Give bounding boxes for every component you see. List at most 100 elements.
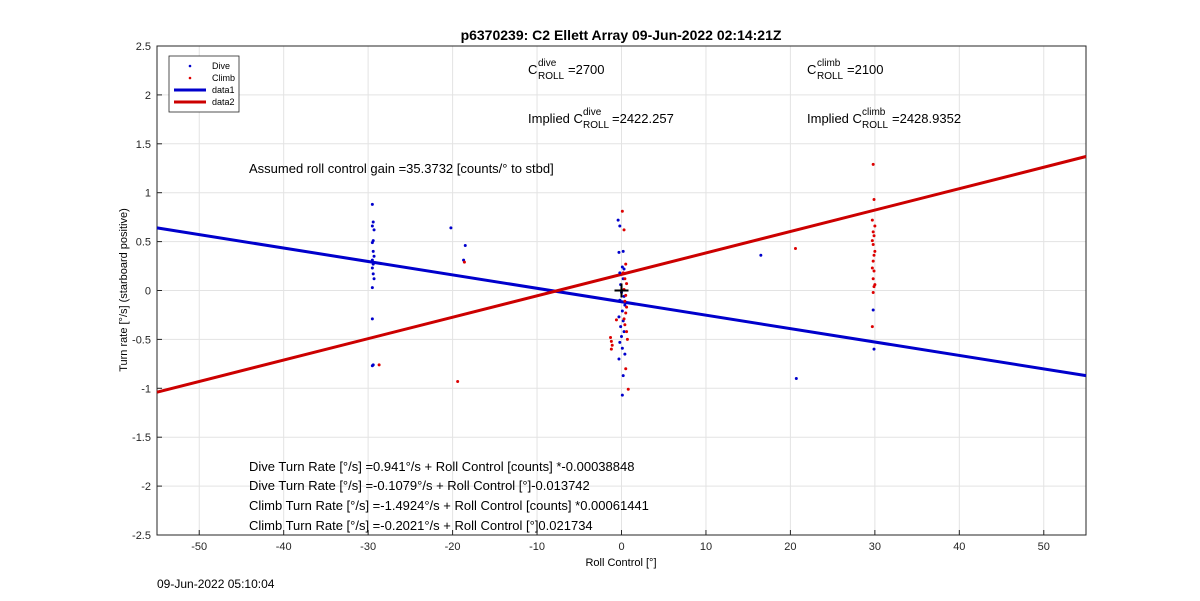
y-axis-label: Turn rate [°/s] (starboard positive) — [118, 208, 130, 372]
data-point-dive — [872, 347, 876, 351]
data-point-climb — [872, 269, 876, 273]
data-point-dive — [616, 218, 620, 222]
fit-equation-1: Dive Turn Rate [°/s] =0.941°/s + Roll Co… — [249, 459, 634, 474]
data-point-dive — [871, 308, 875, 312]
implied-dive-sup: dive — [583, 107, 602, 118]
c-roll-climb-value: =2100 — [847, 62, 884, 77]
data-point-dive — [620, 309, 624, 313]
data-point-climb — [873, 249, 877, 253]
data-point-dive — [621, 249, 625, 253]
data-point-dive — [370, 286, 374, 290]
data-point-climb — [870, 239, 874, 243]
x-tick-label: 50 — [1038, 541, 1050, 553]
data-point-dive — [620, 334, 623, 338]
implied-climb-value: =2428.9352 — [892, 111, 961, 126]
legend-dive-marker — [188, 64, 192, 68]
data-point-climb — [624, 262, 628, 266]
data-point-climb — [609, 347, 613, 351]
fit-equation-4: Climb Turn Rate [°/s] =-0.2021°/s + Roll… — [249, 518, 593, 533]
implied-climb-prefix: Implied C — [807, 111, 862, 126]
c-roll-climb-sub: ROLL — [817, 71, 844, 82]
data-point-dive — [759, 253, 763, 257]
data-point-climb — [872, 198, 876, 202]
footer-timestamp: 09-Jun-2022 05:10:04 — [157, 577, 275, 591]
data-point-dive — [618, 271, 622, 275]
data-point-dive — [620, 346, 624, 350]
y-tick-label: -0.5 — [132, 334, 151, 346]
legend-dive-label: Dive — [212, 61, 230, 71]
data-point-dive — [463, 244, 467, 248]
data-point-climb — [625, 337, 629, 341]
x-tick-label: -20 — [445, 541, 461, 553]
implied-dive-value: =2422.257 — [612, 111, 674, 126]
c-roll-dive-symbol: C — [528, 62, 537, 77]
data-point-climb — [462, 260, 466, 264]
c-roll-climb-sup: climb — [817, 58, 841, 69]
data-point-dive — [370, 224, 374, 228]
fit-line-data1 — [156, 226, 1087, 378]
data-point-climb — [609, 335, 613, 339]
data-point-dive — [449, 226, 453, 230]
y-tick-label: 1.5 — [136, 139, 151, 151]
data-point-climb — [622, 228, 626, 232]
data-point-dive — [617, 250, 621, 254]
x-tick-label: 40 — [953, 541, 965, 553]
x-tick-label: -10 — [529, 541, 545, 553]
data-point-dive — [371, 220, 375, 224]
data-point-climb — [625, 305, 629, 309]
fit-equation-2: Dive Turn Rate [°/s] =-0.1079°/s + Roll … — [249, 478, 590, 493]
data-point-climb — [609, 339, 613, 343]
origin-marker — [614, 283, 629, 298]
y-tick-label: -2.5 — [132, 530, 151, 542]
data-point-climb — [626, 387, 630, 391]
y-tick-label: -1 — [141, 383, 151, 395]
data-point-dive — [370, 241, 374, 245]
data-point-dive — [371, 249, 375, 253]
fit-lines — [156, 155, 1087, 394]
data-point-dive — [622, 330, 626, 334]
data-point-dive — [619, 325, 623, 329]
implied-climb-sub: ROLL — [862, 120, 889, 131]
data-point-climb — [625, 330, 629, 334]
data-point-climb — [871, 230, 875, 234]
data-point-climb — [624, 293, 628, 297]
data-point-dive — [617, 357, 621, 361]
data-point-climb — [871, 162, 875, 166]
data-point-climb — [872, 253, 876, 257]
legend: Dive Climb data1 data2 — [168, 55, 240, 113]
data-point-dive — [370, 266, 374, 270]
implied-climb-annotation: Implied C climb ROLL =2428.9352 — [807, 107, 961, 131]
data-point-climb — [624, 367, 628, 371]
data-point-climb — [625, 282, 629, 286]
chart-title: p6370239: C2 Ellett Array 09-Jun-2022 02… — [461, 27, 782, 43]
data-point-dive — [618, 340, 622, 344]
data-point-dive — [370, 317, 374, 321]
legend-data1-label: data1 — [212, 85, 235, 95]
x-axis-label: Roll Control [°] — [585, 557, 656, 569]
data-point-climb — [620, 209, 624, 213]
data-point-climb — [622, 317, 626, 321]
c-roll-dive-sub: ROLL — [538, 71, 565, 82]
y-tick-label: -2 — [141, 481, 151, 493]
data-point-dive — [794, 377, 798, 381]
data-point-dive — [372, 254, 376, 258]
data-point-dive — [618, 224, 622, 228]
data-point-dive — [372, 277, 376, 281]
y-tick-label: 0.5 — [136, 237, 151, 249]
legend-entry-dive: Dive — [188, 61, 230, 71]
data-point-dive — [370, 202, 374, 206]
data-point-dive — [620, 393, 624, 397]
implied-dive-annotation: Implied C dive ROLL =2422.257 — [528, 107, 674, 131]
c-roll-climb-annotation: C climb ROLL =2100 — [807, 58, 884, 82]
data-point-climb — [872, 234, 876, 238]
axis-ticks: -50 -40 -30 -20 -10 0 10 20 30 40 50-2.5-2-1.5-1-0… — [132, 41, 1050, 553]
legend-entry-data1: data1 — [174, 85, 235, 95]
fit-equation-3: Climb Turn Rate [°/s] =-1.4924°/s + Roll… — [249, 498, 649, 513]
data-point-climb — [623, 277, 627, 281]
y-tick-label: -1.5 — [132, 432, 151, 444]
data-point-climb — [872, 285, 876, 289]
data-point-climb — [870, 325, 874, 329]
data-point-climb — [870, 218, 874, 222]
data-point-dive — [623, 303, 627, 307]
